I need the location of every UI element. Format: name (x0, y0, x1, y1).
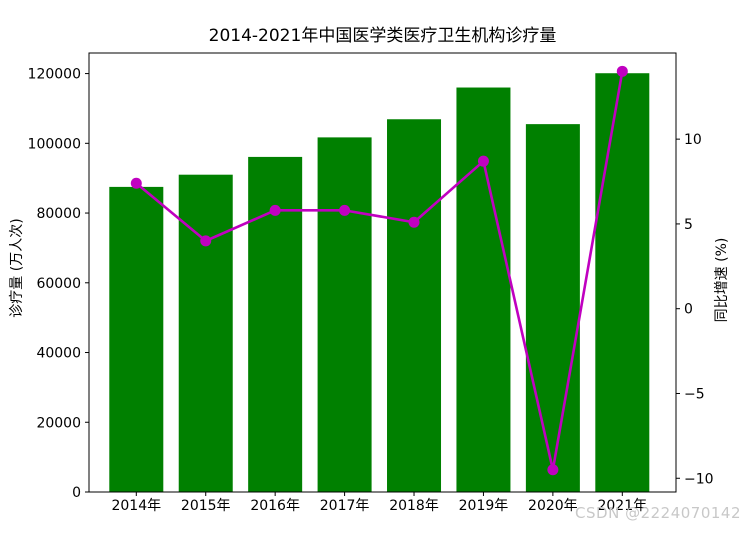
watermark: CSDN @2224070142 (575, 504, 741, 522)
plot-border (88, 52, 677, 493)
left-tick-label: 120000 (28, 67, 81, 83)
x-tick-label: 2021年 (597, 498, 647, 514)
left-axis-label: 诊疗量 (万人次) (9, 218, 25, 318)
bar-series (109, 73, 650, 493)
growth-marker-2019年 (477, 155, 489, 167)
x-tick-label: 2020年 (528, 498, 578, 514)
right-axis-label: 同比增速 (%) (714, 237, 730, 323)
bar-2021年 (595, 73, 650, 492)
growth-markers (130, 65, 628, 476)
growth-marker-2018年 (408, 216, 420, 228)
bar-2015年 (178, 174, 233, 492)
right-tick-label: −5 (684, 386, 705, 402)
left-tick-label: 80000 (36, 206, 81, 222)
bar-2019年 (456, 87, 511, 492)
right-tick-label: 10 (684, 132, 702, 148)
right-tick-label: 0 (684, 302, 693, 318)
x-tick-label: 2015年 (181, 498, 231, 514)
left-tick-label: 100000 (28, 136, 81, 152)
right-tick-label: 5 (684, 217, 693, 233)
left-tick-label: 40000 (36, 346, 81, 362)
x-tick-label: 2018年 (389, 498, 439, 514)
bar-2014年 (109, 186, 164, 493)
x-tick-label: 2016年 (250, 498, 300, 514)
left-tick-label: 60000 (36, 276, 81, 292)
x-tick-label: 2014年 (111, 498, 161, 514)
growth-line (135, 71, 624, 472)
right-tick-label: −10 (684, 471, 714, 487)
x-tick-label: 2017年 (320, 498, 370, 514)
growth-marker-2020年 (547, 464, 559, 476)
bar-2018年 (387, 119, 442, 493)
x-tick-label: 2019年 (459, 498, 509, 514)
bar-2020年 (525, 124, 580, 493)
growth-marker-2021年 (616, 65, 628, 77)
growth-marker-2016年 (269, 204, 281, 216)
left-tick-label: 20000 (36, 415, 81, 431)
growth-marker-2014年 (130, 177, 142, 189)
right-axis: −10 −5 0 5 10 (676, 132, 714, 487)
left-tick-label: 0 (72, 485, 81, 501)
growth-marker-2017年 (339, 204, 351, 216)
chart-title: 2014-2021年中国医学类医疗卫生机构诊疗量 (208, 26, 557, 46)
x-axis: 2014年 2015年 2016年 2017年 2018年 2019年 2020年 2021年 (111, 492, 647, 514)
left-axis: 0 20000 40000 60000 80000 100000 120000 (28, 67, 89, 501)
growth-marker-2015年 (200, 235, 212, 247)
bar-2017年 (317, 137, 372, 492)
